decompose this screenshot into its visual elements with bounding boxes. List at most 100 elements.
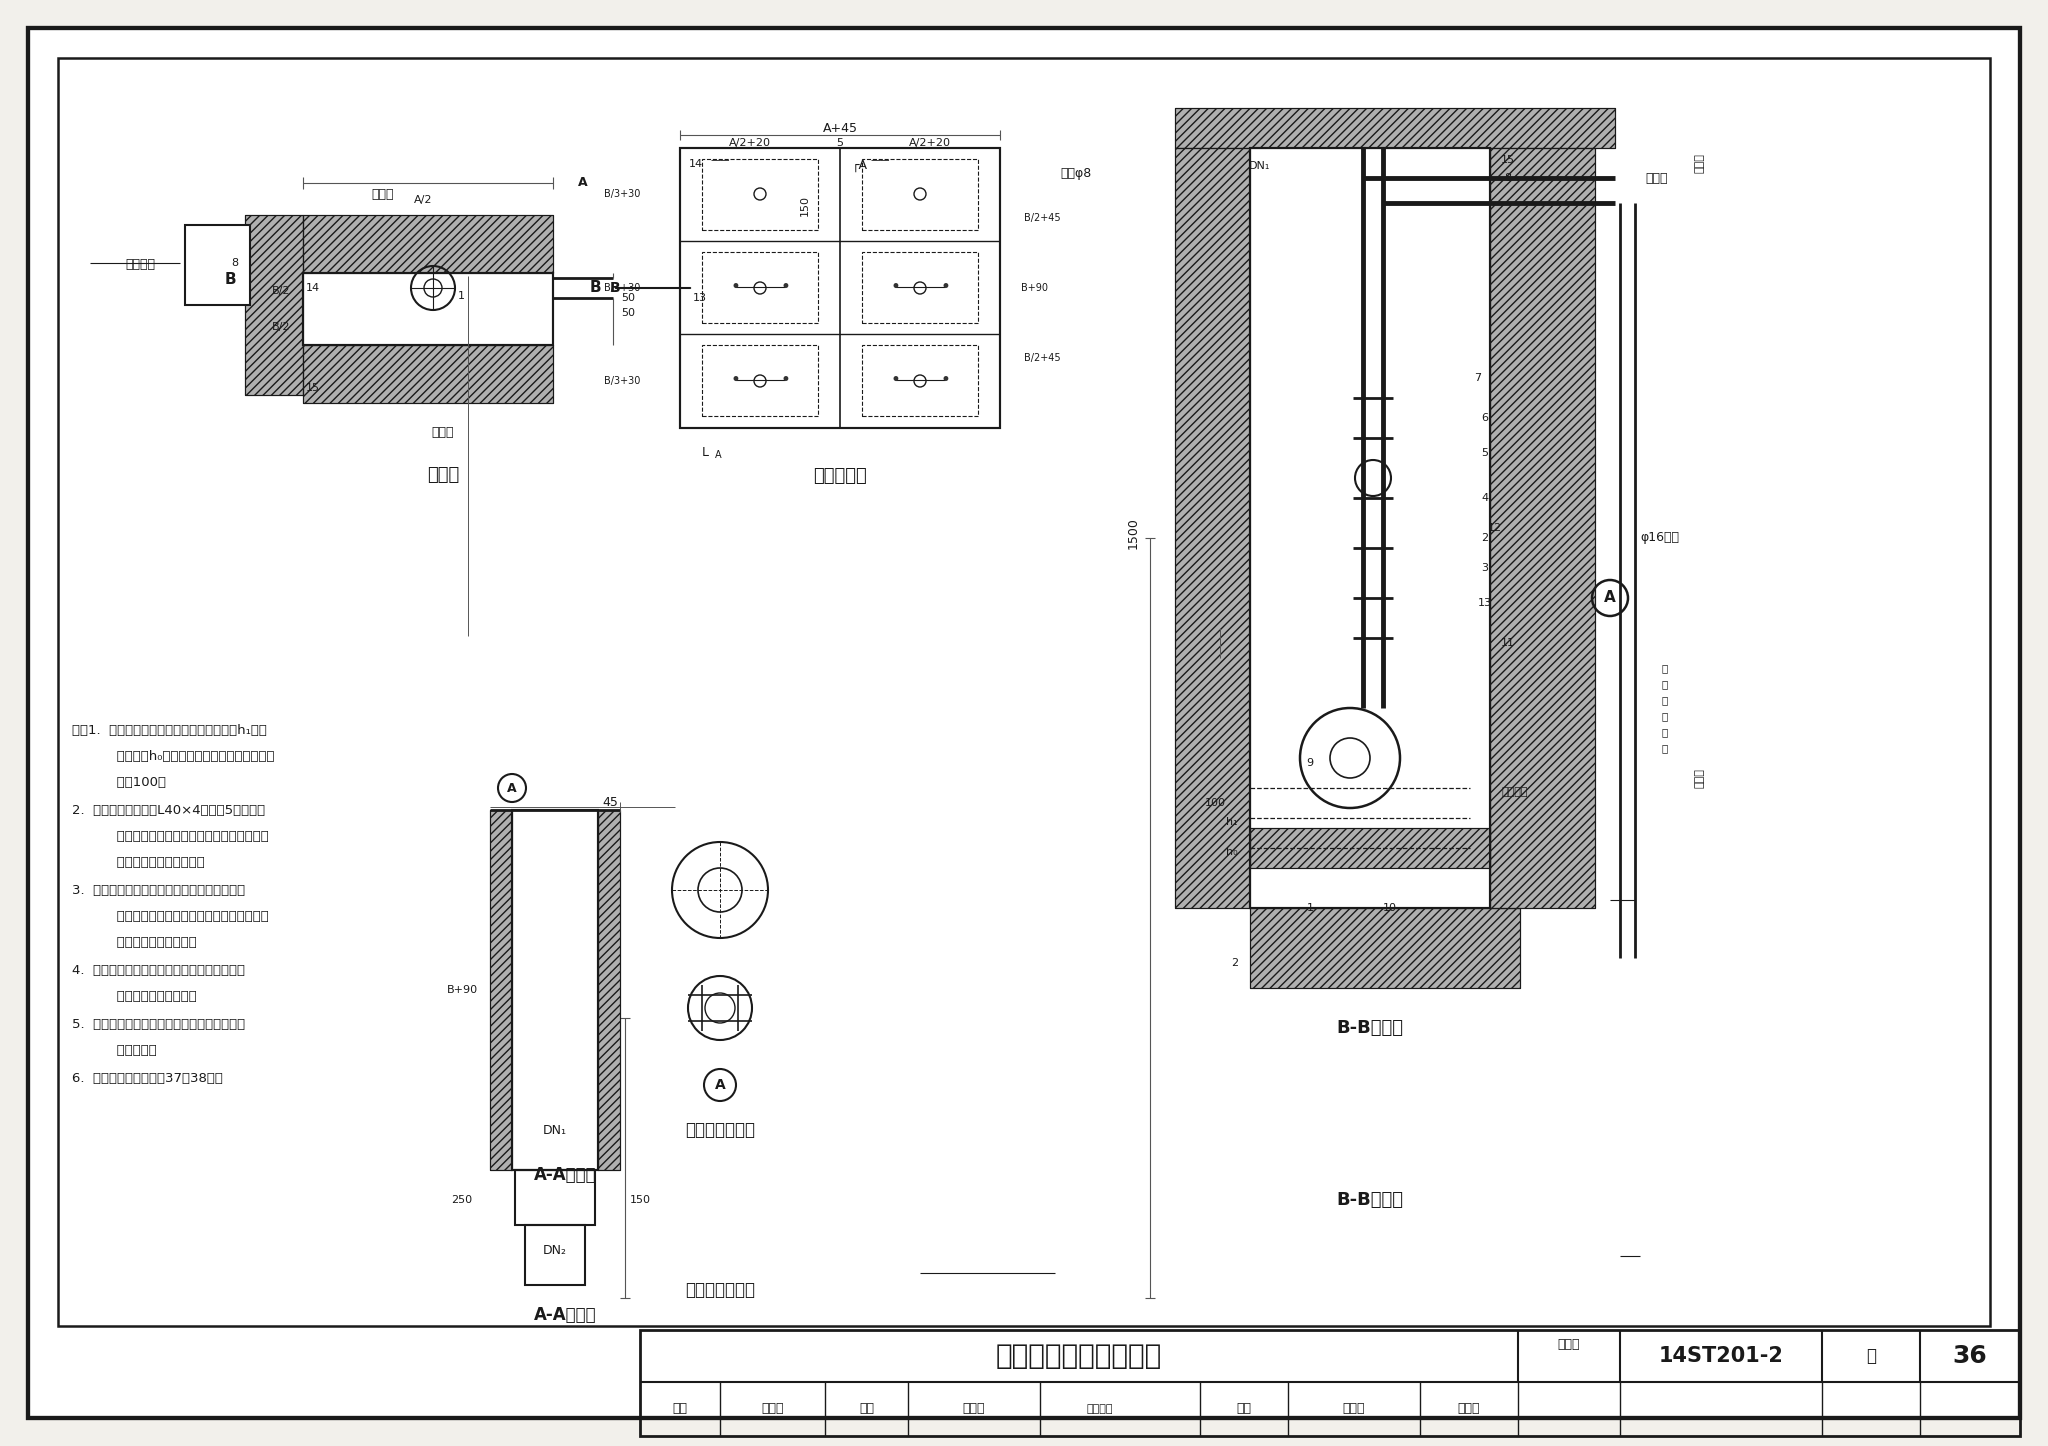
Bar [1249, 908, 1520, 988]
Bar [1249, 908, 1520, 988]
Text: 3: 3 [1481, 562, 1489, 573]
Text: 标: 标 [1661, 727, 1669, 737]
Text: 集水坑: 集水坑 [432, 427, 455, 440]
Text: 50: 50 [621, 308, 635, 318]
Text: 5.  集水坑进出水管数量、位置、管径及标高由: 5. 集水坑进出水管数量、位置、管径及标高由 [72, 1018, 246, 1031]
Bar [680, 147, 999, 428]
Text: 泵水位，h₀为停泵水位，报警水位高出开泵: 泵水位，h₀为停泵水位，报警水位高出开泵 [86, 749, 274, 762]
Text: A/2+20: A/2+20 [729, 137, 770, 147]
Text: A: A [715, 450, 721, 460]
Bar [489, 810, 512, 1170]
Text: B: B [610, 281, 621, 295]
Text: 布宏宇: 布宏宇 [1458, 1403, 1481, 1416]
Bar [702, 346, 817, 416]
Text: 6: 6 [1481, 414, 1489, 424]
Text: 7: 7 [1475, 373, 1481, 383]
Bar [862, 346, 979, 416]
Bar [246, 215, 303, 395]
Bar [303, 346, 553, 403]
Text: B: B [223, 272, 236, 288]
Text: 8: 8 [231, 257, 238, 268]
Text: •: • [729, 278, 739, 296]
Text: •: • [891, 372, 899, 389]
Bar [184, 226, 250, 305]
Text: 3.  潜水排污泵控制柜安装位置由相关设计人员: 3. 潜水排污泵控制柜安装位置由相关设计人员 [72, 884, 246, 897]
Bar [1176, 108, 1616, 147]
Text: 13: 13 [1479, 599, 1493, 607]
Bar [862, 159, 979, 230]
Text: B/3+30: B/3+30 [604, 283, 639, 294]
Text: •: • [940, 372, 950, 389]
Text: 集水坑盖板: 集水坑盖板 [813, 467, 866, 484]
Text: 11: 11 [1501, 638, 1516, 648]
Text: 电线电缆应穿管敷设。: 电线电缆应穿管敷设。 [86, 936, 197, 949]
Text: 15: 15 [305, 383, 319, 393]
Text: 250: 250 [451, 1194, 473, 1205]
Text: 报警水位: 报警水位 [1501, 787, 1528, 797]
Text: B: B [590, 281, 600, 295]
Text: A: A [578, 176, 588, 189]
Text: B-B剖面图: B-B剖面图 [1337, 1019, 1403, 1037]
Bar [1176, 147, 1249, 908]
Bar [303, 273, 553, 346]
Text: 地: 地 [1661, 696, 1669, 706]
Text: 14: 14 [305, 283, 319, 294]
Text: DN₁: DN₁ [1249, 161, 1270, 171]
Text: 4.  如集水坑距离较远，出水橡胶软管可敷设在: 4. 如集水坑距离较远，出水橡胶软管可敷设在 [72, 963, 246, 976]
Text: 150: 150 [629, 1194, 651, 1205]
Text: 5: 5 [836, 137, 844, 147]
Text: B-B剖面图: B-B剖面图 [1337, 1192, 1403, 1209]
Text: 设计定: 设计定 [1696, 768, 1706, 788]
Text: 6.  材料表、尺寸表详规37、38页。: 6. 材料表、尺寸表详规37、38页。 [72, 1071, 223, 1084]
Bar [303, 273, 553, 346]
Text: 地表垫层的鈢套管内。: 地表垫层的鈢套管内。 [86, 989, 197, 1002]
Bar [1249, 829, 1491, 868]
Text: B+90: B+90 [1022, 283, 1049, 294]
Text: 考虑，其型号规格可由泵厂配套供应。池外: 考虑，其型号规格可由泵厂配套供应。池外 [86, 910, 268, 923]
Text: B/2+45: B/2+45 [1024, 353, 1061, 363]
Text: 注：1.  本图潜水排污泵采用液位自动控制。h₁为开: 注：1. 本图潜水排污泵采用液位自动控制。h₁为开 [72, 723, 266, 736]
Text: 潜水排污泵移动式安装: 潜水排污泵移动式安装 [995, 1342, 1161, 1369]
Bar [303, 215, 553, 273]
Text: 14: 14 [688, 159, 702, 169]
Text: B/3+30: B/3+30 [604, 189, 639, 200]
Text: 板制作。内外表面先刷防锈漆两遗，再刷銀: 板制作。内外表面先刷防锈漆两遗，再刷銀 [86, 830, 268, 843]
Bar [1176, 147, 1249, 908]
Bar [489, 810, 512, 1170]
Text: 1500: 1500 [1126, 518, 1139, 549]
Text: •: • [780, 372, 791, 389]
Text: 设计定: 设计定 [1696, 153, 1706, 174]
Text: 图集号: 图集号 [1559, 1338, 1581, 1351]
Bar [702, 159, 817, 230]
Text: 1: 1 [457, 291, 465, 301]
Text: 8: 8 [1505, 174, 1511, 184]
Bar [57, 58, 1991, 1326]
Text: L: L [702, 447, 709, 460]
Text: 2: 2 [1231, 959, 1239, 967]
Text: 13: 13 [692, 294, 707, 304]
Text: ┌A: ┌A [852, 159, 868, 172]
Text: 粉漆或灰色调和漆两遗。: 粉漆或灰色调和漆两遗。 [86, 856, 205, 869]
Bar [862, 252, 979, 322]
Bar [514, 1170, 596, 1225]
Text: A/2+20: A/2+20 [909, 137, 950, 147]
Text: 高: 高 [1661, 743, 1669, 753]
Bar [1249, 147, 1491, 908]
Bar [303, 215, 553, 273]
Text: （签名）: （签名） [1087, 1404, 1114, 1414]
Text: 36: 36 [1952, 1343, 1987, 1368]
Bar [1249, 147, 1491, 908]
Text: 4: 4 [1481, 493, 1489, 503]
Bar [512, 810, 598, 1170]
Text: 12: 12 [1489, 523, 1501, 534]
Text: 水位100。: 水位100。 [86, 775, 166, 788]
Text: A: A [1604, 590, 1616, 606]
Text: 15: 15 [1501, 155, 1516, 165]
Text: •: • [729, 372, 739, 389]
Text: A/2: A/2 [414, 195, 432, 205]
Bar [639, 1330, 2019, 1436]
Text: 赵际顺: 赵际顺 [963, 1403, 985, 1416]
Text: •: • [891, 278, 899, 296]
Text: A: A [715, 1079, 725, 1092]
Text: A: A [508, 781, 516, 794]
